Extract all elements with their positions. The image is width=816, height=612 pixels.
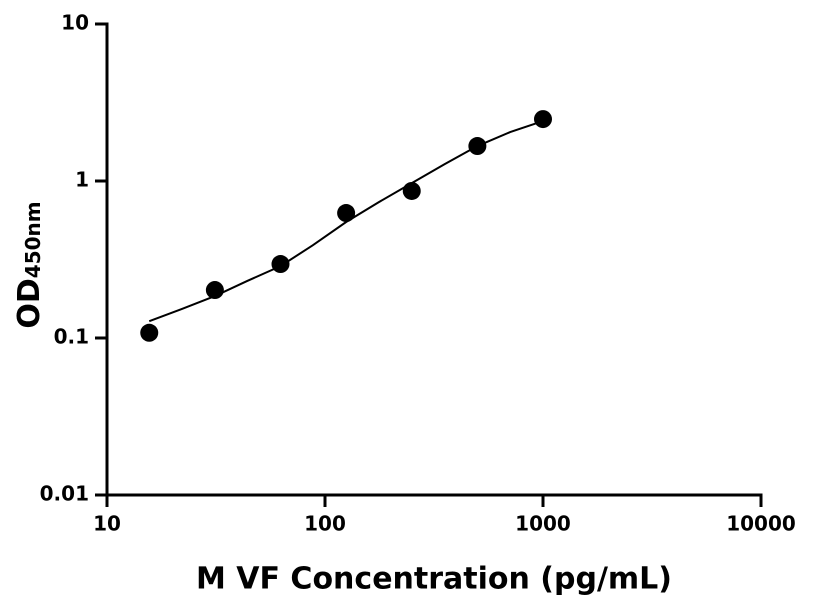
y-axis-label-main: OD: [12, 278, 47, 328]
x-tick-label: 10: [93, 512, 121, 536]
data-point: [337, 204, 356, 223]
y-axis-label: OD450nm: [12, 201, 47, 328]
x-tick-label: 1000: [515, 512, 571, 536]
data-point: [402, 181, 421, 200]
data-point: [140, 323, 159, 342]
data-point: [205, 281, 224, 300]
y-tick-label: 0.01: [40, 482, 89, 506]
y-tick-label: 1: [75, 168, 89, 192]
y-axis-label-sub: 450nm: [21, 201, 45, 278]
y-tick-label: 10: [61, 11, 89, 35]
data-point: [468, 137, 487, 156]
x-tick-label: 100: [304, 512, 346, 536]
data-point: [271, 255, 290, 274]
x-axis-label: M VF Concentration (pg/mL): [196, 562, 672, 597]
y-tick-label: 0.1: [54, 325, 89, 349]
data-point: [534, 110, 552, 129]
x-tick-label: 10000: [726, 512, 796, 536]
